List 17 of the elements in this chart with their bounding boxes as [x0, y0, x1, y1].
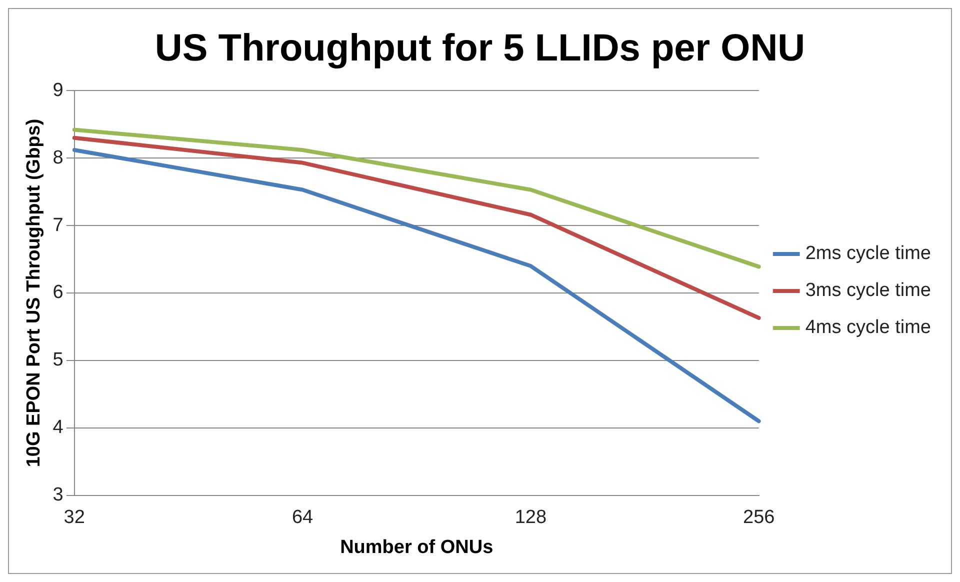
y-tick-label: 3	[52, 484, 64, 506]
x-tick-label: 256	[743, 507, 775, 528]
x-tick-label: 32	[64, 507, 85, 528]
y-axis-title: 10G EPON Port US Throughput (Gbps)	[24, 118, 45, 468]
legend-label: 2ms cycle time	[805, 243, 932, 264]
y-tick-label: 5	[52, 350, 64, 371]
y-tick-label: 7	[52, 214, 64, 236]
chart-title: US Throughput for 5 LLIDs per ONU	[154, 27, 806, 70]
legend-label: 4ms cycle time	[805, 317, 932, 338]
y-tick-label: 8	[52, 147, 64, 168]
y-tick-label: 4	[52, 417, 64, 438]
x-tick-label: 64	[292, 507, 314, 528]
y-tick-label: 6	[52, 282, 64, 304]
y-tick-label: 9	[52, 80, 64, 101]
legend-label: 3ms cycle time	[805, 280, 932, 302]
x-axis-title: Number of ONUs	[340, 536, 494, 558]
x-tick-label: 128	[514, 507, 547, 528]
